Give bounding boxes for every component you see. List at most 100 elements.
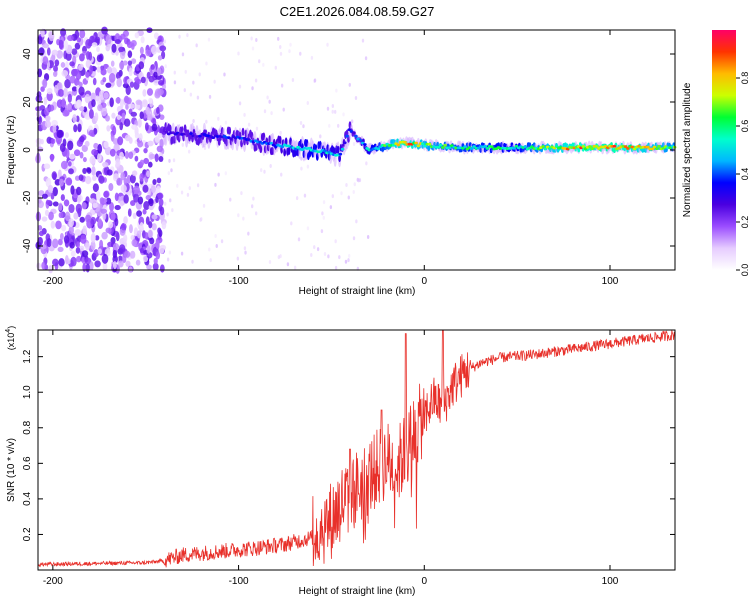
spectrogram-cell	[58, 258, 65, 267]
spectrogram-cell	[45, 199, 53, 206]
spectrogram-cell	[154, 135, 160, 143]
spectrogram-cell	[154, 153, 159, 163]
spectrogram-cell	[120, 33, 126, 40]
spectrogram-cell	[74, 229, 82, 236]
spectrogram-cell	[130, 200, 136, 206]
spectrogram-cell	[85, 59, 92, 69]
spectrogram-cell	[199, 217, 202, 222]
spectrogram-cell	[289, 42, 292, 47]
spectrogram-cell	[247, 138, 251, 142]
spectrogram-cell	[224, 120, 228, 125]
spectrogram-cell	[541, 145, 545, 148]
spectrogram-cell	[283, 148, 287, 157]
spectrogram-cell	[79, 29, 86, 39]
spectrogram-cell	[78, 245, 85, 252]
snr-y-ticks: 0.2 0.4 0.6 0.8 1.0 1.2	[22, 349, 675, 541]
spectrogram-cell	[71, 48, 78, 55]
spectrogram-cell	[156, 67, 162, 77]
spectrogram-cell	[626, 147, 630, 150]
spectrogram-cell	[102, 76, 107, 83]
spectrogram-cell	[42, 78, 48, 89]
spectrogram-cell	[88, 108, 94, 119]
colorbar-tick-label: 0.2	[740, 216, 750, 229]
spectrogram-cell	[115, 71, 121, 80]
spectrogram-cell	[70, 185, 75, 195]
spectrogram-cell	[269, 141, 274, 145]
spectrogram-cell	[150, 45, 158, 55]
spectrogram-cell	[361, 38, 365, 43]
spectrogram-cell	[155, 251, 161, 260]
spectrogram-cell	[52, 71, 58, 77]
snr-panel: 0.2 0.4 0.6 0.8 1.0 1.2 -200 -100 0 100 Height o…	[5, 326, 676, 597]
spectrogram-cell	[205, 61, 208, 66]
spectrogram-cell	[52, 238, 59, 249]
spectrogram-cell	[71, 86, 78, 92]
spectrogram-cell	[105, 115, 110, 122]
spectrogram-cell	[250, 204, 254, 209]
spectrogram-cell	[157, 192, 164, 200]
spectrogram-cell	[123, 216, 128, 225]
spectrogram-cell	[126, 174, 132, 184]
spectrogram-cell	[157, 227, 162, 234]
spectrogram-cell	[351, 131, 356, 135]
spectrogram-cell	[238, 101, 242, 106]
spectrogram-cell	[293, 147, 298, 151]
spectrogram-cell	[244, 250, 247, 255]
spectrogram-cell	[331, 104, 335, 109]
y-tick-label: 0.2	[22, 527, 33, 541]
spectrogram-cell	[100, 208, 108, 214]
spectrogram-cell	[164, 64, 167, 69]
spectrogram-cell	[322, 215, 325, 220]
spectrogram-cell	[96, 66, 101, 73]
spectrogram-cell	[345, 134, 349, 138]
spectrogram-cell	[149, 153, 156, 159]
spectrogram-cell	[96, 46, 100, 53]
spectrogram-cell	[310, 253, 313, 258]
spectrogram-cell	[101, 231, 108, 240]
spectrogram-cell	[132, 212, 137, 219]
spectrogram-cell	[37, 36, 43, 45]
spectrogram-cell	[42, 56, 49, 65]
x-tick-label: -100	[229, 276, 249, 287]
spectrogram-cell	[347, 195, 350, 200]
spectrogram-cell	[191, 259, 194, 264]
spectrogram-cell	[157, 132, 163, 139]
spectrogram-cell	[186, 192, 190, 197]
y-tick-label: 40	[22, 48, 33, 60]
spectrogram-cell	[142, 184, 149, 193]
spectrogram-cell	[207, 37, 211, 42]
spectrogram-cell	[326, 42, 329, 47]
spectrogram-cell	[118, 46, 125, 53]
spectrogram-cell	[224, 171, 228, 176]
spectrogram-cell	[89, 155, 96, 165]
spectrogram-cell	[447, 146, 452, 150]
spectrogram-cell	[438, 143, 443, 147]
spectrogram-cell	[53, 65, 58, 72]
spectrogram-cell	[131, 170, 138, 177]
spectrogram-cell	[209, 258, 212, 263]
snr-y-multiplier-close: )	[6, 326, 16, 329]
spectrogram-cell	[523, 145, 528, 149]
spectrogram-cell	[241, 127, 245, 136]
spectrogram-cell	[279, 51, 283, 56]
spectrogram-cell	[90, 92, 97, 102]
spectrogram-cell	[345, 183, 348, 188]
spectrogram-cell	[376, 147, 381, 151]
spectrogram-cell	[436, 145, 441, 149]
spectrogram-cell	[37, 115, 43, 125]
spectrogram-cell	[103, 191, 109, 198]
spectrogram-cell	[62, 109, 70, 117]
spectrogram-cell	[66, 103, 72, 111]
spectrogram-cell	[94, 260, 101, 268]
spectrogram-cell	[141, 100, 148, 108]
spectrogram-cell	[189, 92, 193, 97]
spectrogram-cell	[167, 171, 171, 176]
spectrogram-cell	[97, 248, 102, 255]
spectrogram-cell	[78, 174, 84, 181]
x-tick-label: 100	[602, 576, 619, 587]
spectrogram-cell	[205, 119, 208, 124]
spectrogram-cell	[136, 210, 143, 217]
spectrogram-cell	[97, 218, 102, 227]
spectrogram-cell	[119, 122, 124, 131]
